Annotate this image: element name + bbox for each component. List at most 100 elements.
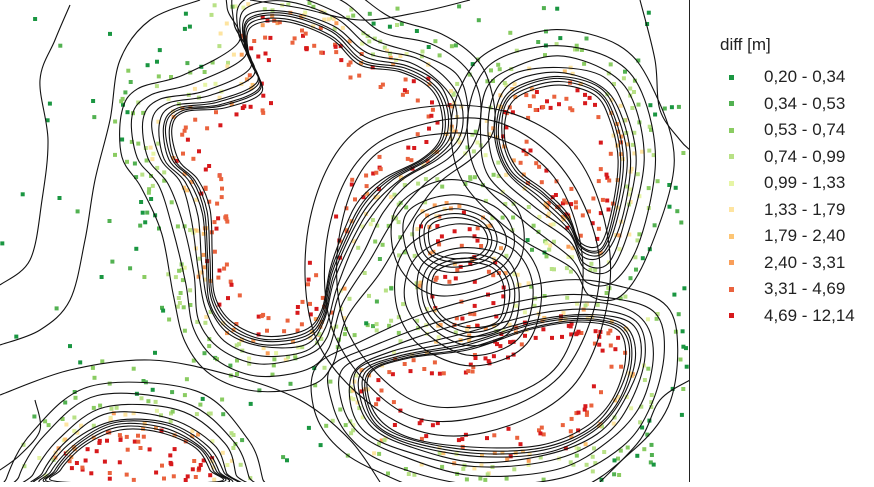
diff-point [460,437,465,442]
diff-point [154,408,159,413]
diff-point [371,171,376,176]
diff-point [615,178,620,183]
diff-point [209,12,214,17]
diff-point [599,390,603,395]
diff-point [339,58,344,63]
diff-point [219,177,224,182]
diff-point [75,430,80,435]
diff-point [419,54,424,59]
diff-point [504,476,509,481]
diff-point [114,405,119,410]
diff-point [585,410,589,415]
diff-point [338,407,343,412]
diff-point [365,34,370,39]
diff-point [391,62,396,67]
diff-point [616,335,621,340]
diff-point [252,39,257,43]
diff-point [621,76,626,81]
diff-point [555,6,560,11]
diff-point [269,101,273,106]
diff-point [600,348,605,353]
diff-point [372,451,377,456]
diff-point [472,175,477,180]
diff-point [496,160,501,165]
diff-point [78,360,83,365]
diff-point [402,183,407,187]
diff-point [598,140,603,145]
diff-point [138,446,143,450]
diff-point [68,344,72,349]
diff-point [570,71,575,76]
diff-point [684,364,689,369]
diff-point [636,102,641,107]
legend-swatch [729,233,734,239]
diff-point [185,137,190,142]
diff-point [437,445,442,450]
legend-swatch [729,127,734,133]
diff-point [360,224,365,229]
diff-point [153,399,158,404]
diff-point [525,238,530,243]
diff-point [569,202,574,207]
diff-point [483,153,488,158]
diff-point [491,354,496,359]
contour-line [310,279,679,487]
diff-point [64,422,69,427]
diff-point [678,357,683,362]
diff-point [182,26,187,31]
diff-point [593,329,598,334]
diff-point [231,446,236,450]
diff-point [343,423,348,428]
diff-point [129,139,134,144]
diff-point [568,429,573,434]
diff-point [606,331,611,336]
diff-point [560,201,565,206]
diff-point [299,322,304,327]
diff-point [189,179,194,184]
diff-point [472,234,477,239]
diff-point [394,216,399,221]
diff-point [573,47,577,52]
diff-point [248,104,253,109]
diff-point [548,243,553,248]
diff-point [147,187,152,192]
diff-point [124,434,129,439]
diff-point [140,210,145,215]
map-view[interactable] [0,0,691,487]
diff-point [348,419,353,424]
diff-point [608,328,613,333]
diff-point [454,316,459,321]
diff-point [571,462,576,467]
diff-point [128,80,133,84]
diff-point [523,333,527,338]
diff-point [141,426,146,431]
diff-point [367,11,372,16]
diff-point [670,386,675,391]
diff-point [174,158,179,163]
diff-point [57,196,62,200]
diff-point [568,106,573,111]
diff-point [404,52,409,56]
diff-point [598,211,603,216]
diff-point [182,328,187,333]
diff-point [333,44,338,49]
diff-point [71,445,76,449]
diff-point [502,110,507,114]
legend-label: 2,40 - 3,31 [764,252,846,272]
diff-point [419,436,424,441]
diff-point [576,329,581,334]
diff-point [542,315,547,320]
diff-point [647,148,652,153]
diff-point [612,472,617,477]
diff-point [154,426,158,430]
diff-point [216,275,221,280]
diff-point [593,461,598,466]
diff-point [263,35,268,40]
diff-point [368,222,373,227]
diff-point [162,170,167,175]
diff-point [430,107,435,112]
diff-point [110,259,115,264]
diff-point [543,201,548,206]
diff-point [584,412,589,417]
diff-point [352,333,357,338]
